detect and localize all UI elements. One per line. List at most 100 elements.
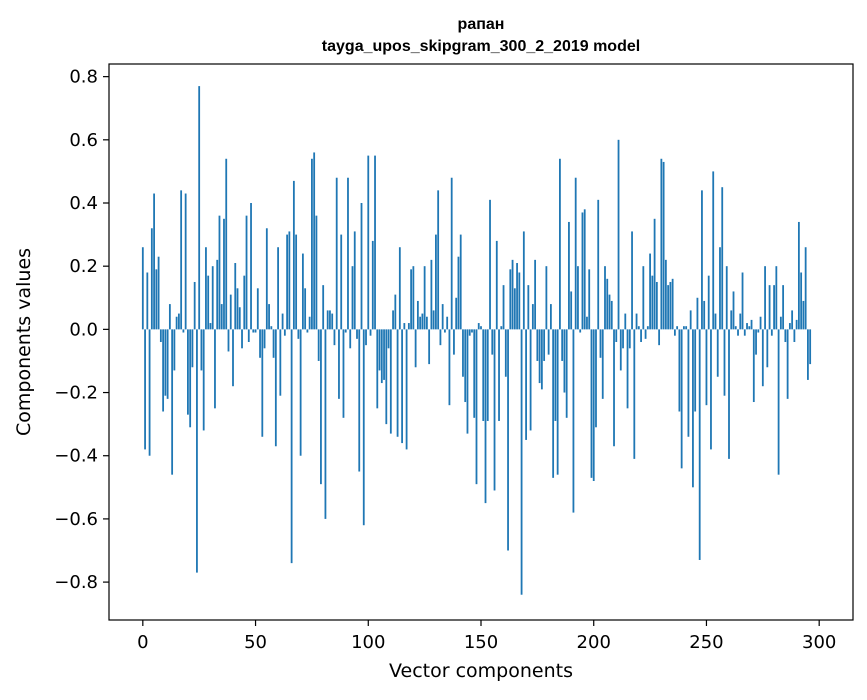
y-tick-label: −0.4	[54, 446, 98, 467]
y-axis-label: Components values	[13, 248, 35, 436]
bar-component-41	[234, 263, 237, 330]
x-tick-label: 250	[689, 632, 723, 653]
bar-component-111	[392, 310, 394, 330]
bar-component-160	[502, 285, 505, 330]
bar-component-179	[545, 266, 548, 330]
bar-component-5	[153, 193, 155, 330]
bar-component-106	[380, 329, 383, 384]
bar-component-260	[728, 329, 730, 459]
bar-component-288	[791, 310, 794, 330]
bar-component-146	[471, 329, 473, 333]
bar-component-130	[435, 234, 437, 330]
bar-component-285	[784, 329, 787, 342]
bar-component-207	[608, 294, 611, 330]
bar-component-279	[770, 329, 773, 336]
bar-component-257	[721, 187, 724, 330]
bar-component-174	[534, 259, 537, 330]
bar-component-158	[498, 329, 500, 421]
bar-component-273	[757, 329, 760, 333]
bar-component-98	[362, 329, 365, 526]
bar-component-222	[642, 266, 645, 330]
bar-component-195	[581, 212, 584, 330]
bar-component-96	[358, 329, 361, 472]
chart-title: рапан	[458, 16, 505, 33]
bar-component-216	[628, 329, 631, 349]
bar-component-9	[162, 329, 165, 412]
bar-component-270	[750, 319, 753, 330]
bar-component-19	[184, 193, 187, 330]
bar-component-47	[247, 329, 250, 342]
bar-component-184	[556, 329, 559, 475]
bar-component-282	[777, 329, 780, 475]
bar-component-224	[646, 326, 649, 330]
bar-component-109	[387, 329, 390, 349]
bar-component-230	[660, 158, 663, 330]
bar-component-133	[441, 304, 444, 330]
bar-component-180	[547, 329, 550, 355]
bar-component-55	[265, 228, 268, 330]
bar-component-294	[804, 247, 807, 330]
bar-component-169	[522, 231, 525, 330]
bar-component-171	[527, 285, 530, 330]
x-axis-label: Vector components	[389, 660, 573, 682]
bar-component-213	[622, 329, 624, 349]
bar-component-69	[297, 329, 300, 339]
bar-component-232	[664, 259, 667, 330]
y-tick-label: −0.6	[54, 509, 98, 530]
bar-component-144	[466, 329, 469, 434]
bar-component-199	[590, 329, 593, 478]
bar-component-21	[189, 329, 192, 428]
bar-component-37	[225, 158, 228, 330]
bar-component-252	[710, 329, 712, 450]
bar-component-191	[572, 329, 575, 513]
bar-component-101	[369, 329, 372, 336]
bar-component-289	[793, 329, 796, 342]
bar-component-237	[676, 326, 679, 330]
bar-component-177	[540, 329, 543, 390]
bar-component-77	[315, 215, 318, 330]
bar-component-131	[437, 190, 440, 330]
bar-component-281	[775, 266, 778, 330]
bar-component-57	[270, 326, 273, 330]
bar-component-241	[685, 326, 688, 330]
bar-component-263	[734, 326, 737, 330]
y-axis: −0.8 −0.6 −0.4 −0.2 0.0 0.2 0.4 0.6 0.8	[54, 67, 109, 593]
bar-component-51	[256, 288, 259, 330]
bar-component-83	[329, 310, 331, 330]
bar-component-164	[511, 259, 514, 330]
bar-component-238	[678, 329, 681, 412]
bar-component-269	[748, 326, 751, 330]
bar-component-143	[464, 329, 467, 403]
bar-component-203	[599, 329, 602, 358]
bar-component-296	[809, 329, 812, 365]
bar-component-89	[342, 329, 345, 418]
bar-component-165	[513, 288, 516, 330]
bar-component-26	[200, 329, 203, 371]
bar-component-233	[667, 285, 670, 330]
bar-component-60	[277, 247, 279, 330]
bar-component-136	[448, 329, 451, 406]
bar-component-15	[175, 316, 178, 330]
bar-component-116	[403, 323, 406, 330]
bar-component-152	[484, 329, 487, 504]
bar-component-4	[150, 228, 153, 330]
bar-component-18	[182, 329, 185, 333]
bar-component-8	[159, 329, 162, 342]
bar-component-63	[283, 329, 286, 336]
x-axis: 0 50 100 150 200 250 300	[137, 620, 836, 653]
bar-component-225	[649, 253, 651, 330]
bar-component-100	[367, 155, 370, 330]
bar-component-137	[450, 177, 453, 330]
bar-component-117	[405, 329, 408, 450]
bar-component-65	[288, 231, 291, 330]
bar-component-178	[543, 329, 546, 361]
bar-component-30	[209, 323, 212, 330]
bar-component-193	[577, 266, 579, 330]
bar-component-99	[365, 329, 367, 346]
bar-component-122	[416, 300, 419, 330]
bar-component-243	[689, 310, 692, 330]
bar-component-102	[371, 240, 374, 330]
bar-component-265	[739, 313, 742, 330]
bar-component-10	[164, 329, 167, 396]
